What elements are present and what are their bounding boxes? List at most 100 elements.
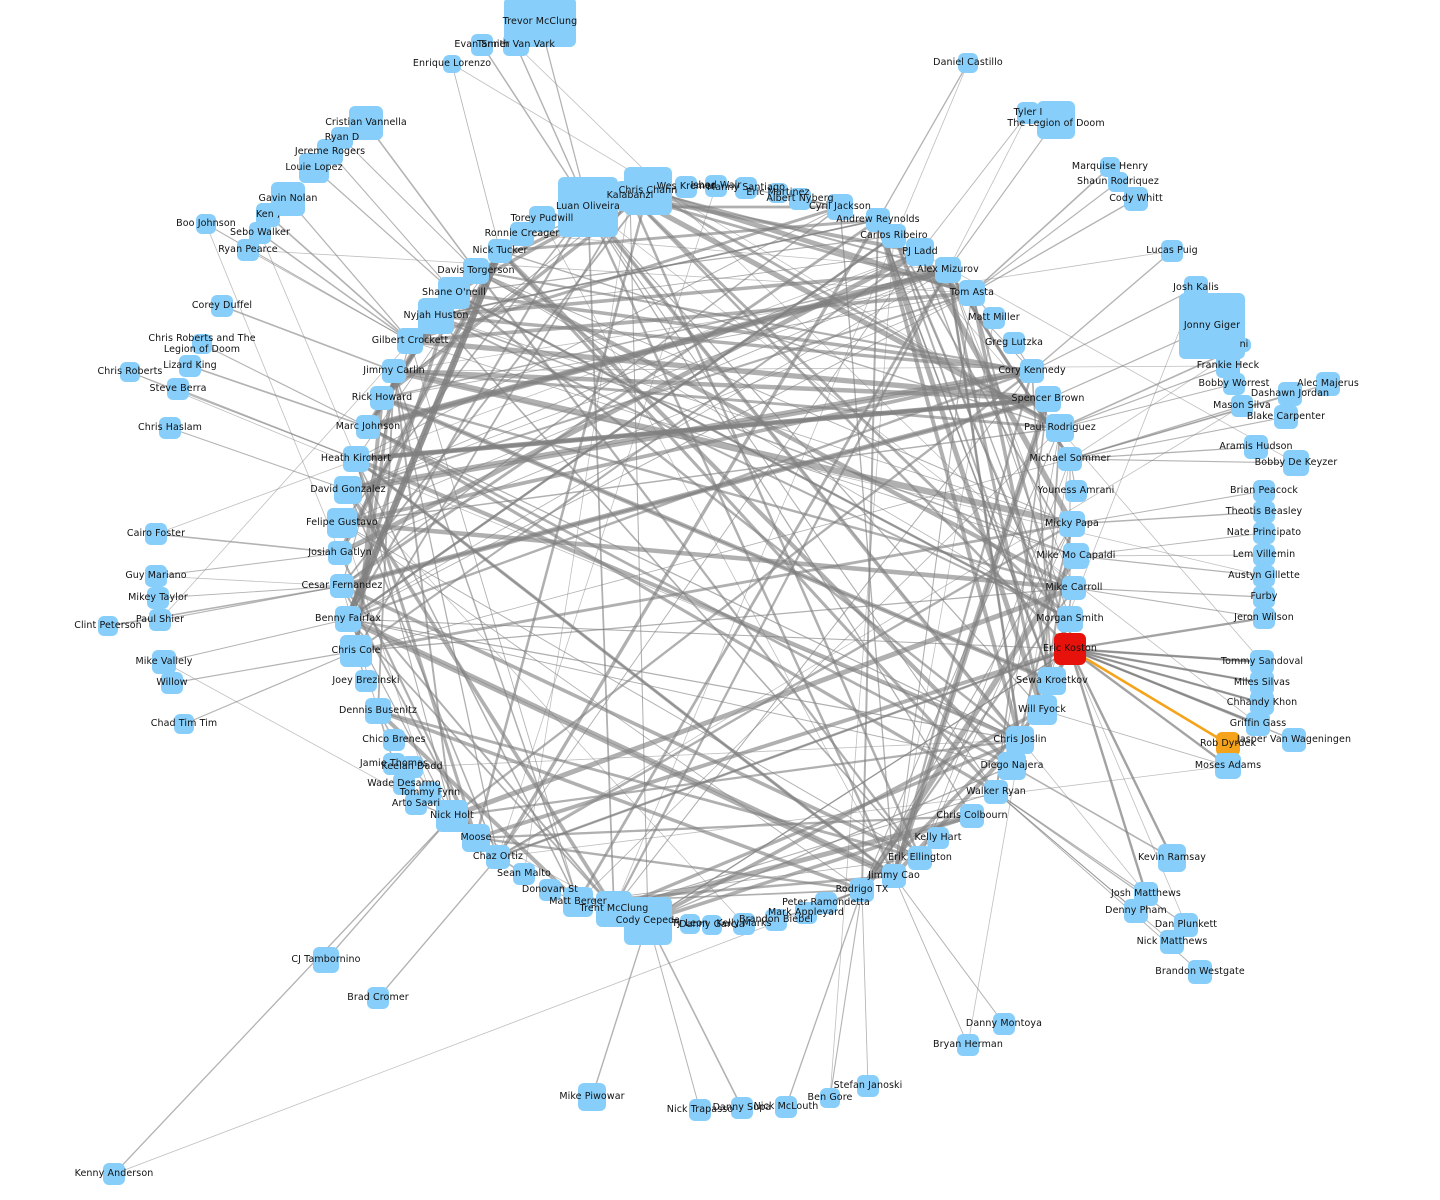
graph-node[interactable]	[159, 417, 181, 439]
graph-node[interactable]	[689, 1099, 711, 1121]
graph-node[interactable]	[343, 446, 369, 472]
graph-node[interactable]	[1250, 691, 1274, 715]
graph-node[interactable]	[1035, 386, 1061, 412]
graph-node[interactable]	[98, 616, 118, 636]
graph-node[interactable]	[1253, 501, 1275, 523]
graph-node[interactable]	[1179, 293, 1245, 359]
graph-node[interactable]	[983, 307, 1005, 329]
graph-node[interactable]	[1283, 450, 1309, 476]
graph-node[interactable]	[393, 773, 415, 795]
graph-node[interactable]	[471, 34, 493, 56]
graph-node[interactable]	[850, 878, 874, 902]
graph-node[interactable]	[1046, 414, 1074, 442]
graph-node[interactable]	[927, 827, 949, 849]
graph-node[interactable]	[192, 334, 212, 354]
graph-node[interactable]	[145, 523, 167, 545]
graph-node[interactable]	[1038, 667, 1066, 695]
graph-node[interactable]	[1003, 332, 1025, 354]
graph-node[interactable]	[383, 753, 405, 775]
graph-node[interactable]	[1054, 633, 1086, 665]
graph-node[interactable]	[486, 845, 510, 869]
graph-node[interactable]	[299, 153, 329, 183]
graph-node[interactable]	[675, 176, 697, 198]
graph-node[interactable]	[462, 824, 490, 852]
graph-node[interactable]	[443, 55, 461, 73]
graph-node[interactable]	[196, 214, 216, 234]
graph-node[interactable]	[775, 1096, 797, 1118]
graph-node[interactable]	[313, 947, 339, 973]
graph-node[interactable]	[1020, 359, 1044, 383]
graph-node[interactable]	[795, 902, 817, 924]
graph-node[interactable]	[908, 846, 932, 870]
graph-node[interactable]	[1253, 565, 1275, 587]
graph-node[interactable]	[820, 1088, 840, 1108]
graph-node[interactable]	[327, 508, 357, 538]
graph-node[interactable]	[1282, 728, 1306, 752]
graph-node[interactable]	[335, 606, 361, 632]
graph-node[interactable]	[149, 609, 171, 631]
graph-node[interactable]	[768, 183, 788, 203]
graph-node[interactable]	[1253, 607, 1275, 629]
graph-node[interactable]	[1223, 373, 1245, 395]
graph-node[interactable]	[731, 1097, 753, 1119]
graph-node[interactable]	[1188, 960, 1212, 984]
graph-node[interactable]	[211, 295, 233, 317]
graph-node[interactable]	[1017, 102, 1039, 124]
graph-node[interactable]	[383, 729, 405, 751]
graph-node[interactable]	[1316, 372, 1340, 396]
graph-node[interactable]	[1278, 382, 1302, 406]
graph-node[interactable]	[503, 34, 529, 56]
graph-node[interactable]	[401, 756, 423, 778]
graph-node[interactable]	[328, 541, 352, 565]
graph-node[interactable]	[578, 1083, 606, 1111]
graph-node[interactable]	[680, 914, 700, 934]
graph-node[interactable]	[1063, 543, 1089, 569]
graph-node[interactable]	[1027, 695, 1057, 725]
graph-node[interactable]	[866, 208, 890, 232]
graph-node[interactable]	[1062, 576, 1086, 600]
graph-node[interactable]	[488, 239, 512, 263]
graph-node[interactable]	[355, 670, 377, 692]
graph-node[interactable]	[249, 222, 271, 244]
graph-node[interactable]	[1158, 844, 1186, 872]
graph-node[interactable]	[857, 1075, 879, 1097]
graph-node[interactable]	[179, 355, 201, 377]
graph-node[interactable]	[1244, 435, 1268, 459]
graph-node[interactable]	[334, 476, 362, 504]
graph-node[interactable]	[1057, 606, 1083, 632]
graph-node[interactable]	[906, 238, 934, 266]
graph-node[interactable]	[935, 257, 961, 283]
graph-node[interactable]	[957, 1034, 979, 1056]
graph-node[interactable]	[998, 752, 1026, 780]
graph-node[interactable]	[152, 650, 176, 674]
graph-node[interactable]	[145, 565, 167, 587]
graph-node[interactable]	[733, 913, 755, 935]
graph-node[interactable]	[705, 175, 727, 197]
graph-node[interactable]	[539, 879, 561, 901]
graph-node[interactable]	[789, 188, 811, 210]
graph-node[interactable]	[1246, 712, 1270, 736]
graph-node[interactable]	[958, 53, 978, 73]
graph-node[interactable]	[993, 1013, 1015, 1035]
graph-node[interactable]	[510, 222, 534, 246]
graph-node[interactable]	[1216, 732, 1240, 756]
graph-node[interactable]	[1250, 650, 1274, 674]
graph-node[interactable]	[1108, 172, 1128, 192]
graph-node[interactable]	[405, 793, 427, 815]
graph-node[interactable]	[330, 574, 354, 598]
graph-node[interactable]	[563, 887, 593, 917]
graph-node[interactable]	[615, 181, 645, 211]
graph-node[interactable]	[103, 1163, 125, 1185]
graph-node[interactable]	[1231, 395, 1253, 417]
graph-node[interactable]	[356, 415, 380, 439]
graph-node[interactable]	[237, 239, 259, 261]
graph-node[interactable]	[397, 328, 423, 354]
graph-node[interactable]	[1006, 726, 1034, 754]
graph-node[interactable]	[340, 635, 372, 667]
graph-node[interactable]	[1253, 544, 1275, 566]
graph-node[interactable]	[161, 672, 183, 694]
graph-node[interactable]	[1274, 405, 1298, 429]
graph-node[interactable]	[418, 298, 454, 334]
graph-node[interactable]	[349, 106, 383, 140]
